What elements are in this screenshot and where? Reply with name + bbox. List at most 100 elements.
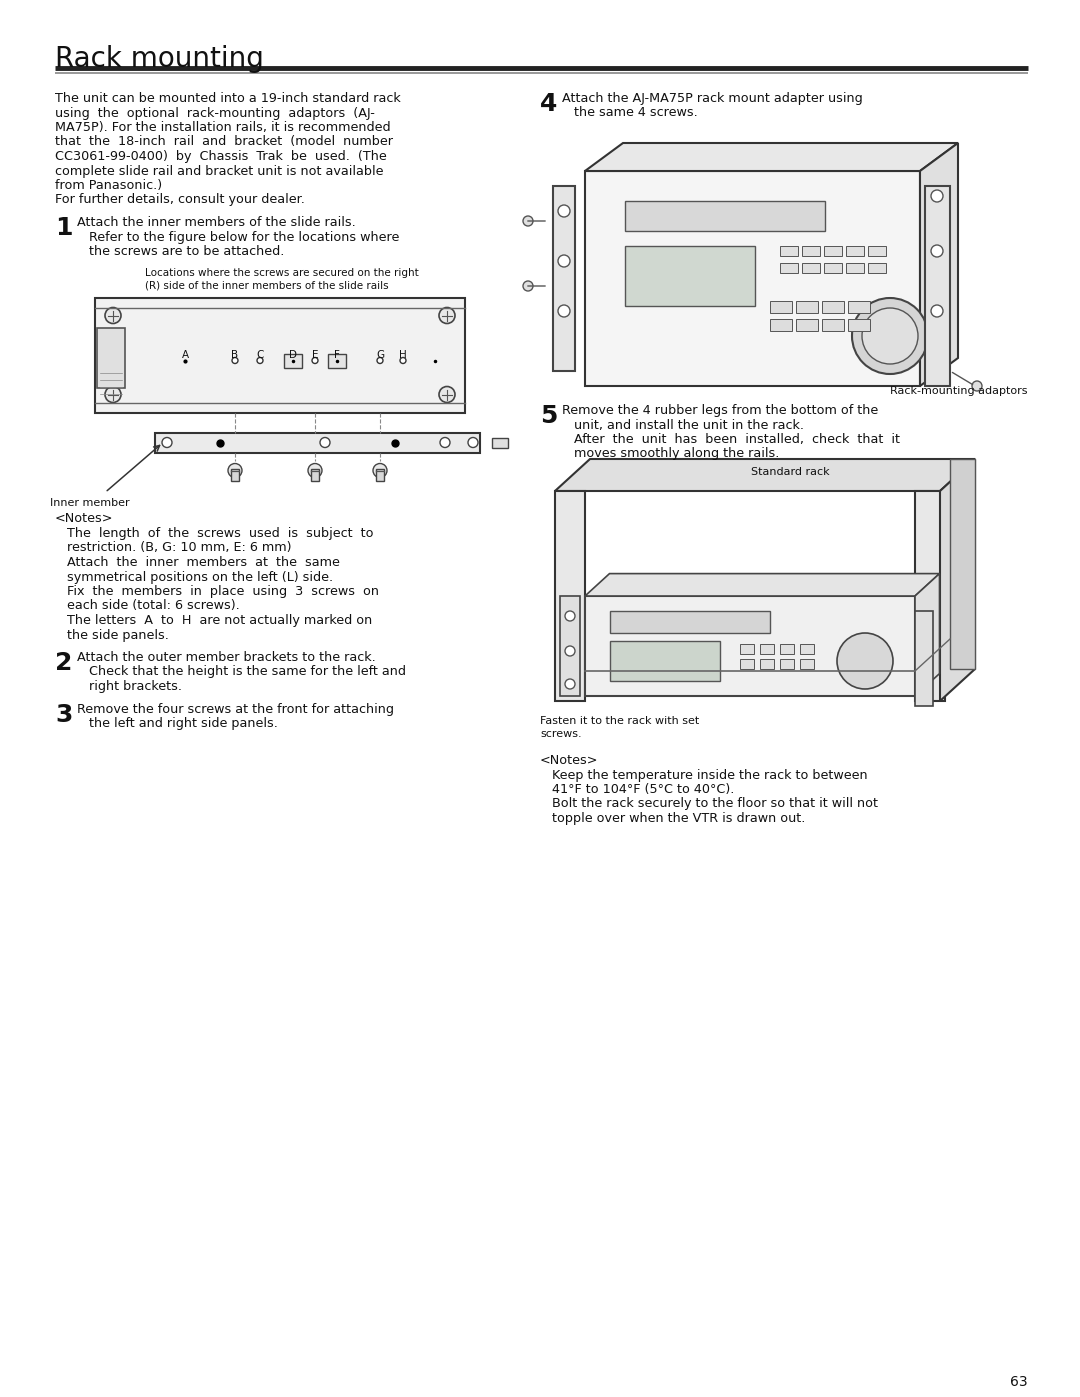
Bar — [610, 641, 720, 680]
Text: C: C — [256, 349, 264, 359]
Text: that  the  18-inch  rail  and  bracket  (model  number: that the 18-inch rail and bracket (model… — [55, 136, 393, 148]
Text: 2: 2 — [55, 651, 72, 675]
Text: the left and right side panels.: the left and right side panels. — [77, 717, 278, 731]
Circle shape — [565, 679, 575, 689]
Bar — [231, 468, 239, 481]
Text: unit, and install the unit in the rack.: unit, and install the unit in the rack. — [562, 419, 804, 432]
Text: The unit can be mounted into a 19-inch standard rack: The unit can be mounted into a 19-inch s… — [55, 92, 401, 105]
Circle shape — [162, 437, 172, 447]
Text: Attach  the  inner  members  at  the  same: Attach the inner members at the same — [55, 556, 340, 569]
Bar — [328, 353, 346, 367]
Bar — [802, 246, 820, 256]
Bar — [585, 597, 915, 696]
Bar — [824, 263, 842, 272]
Circle shape — [558, 305, 570, 317]
Text: Fix  the  members  in  place  using  3  screws  on: Fix the members in place using 3 screws … — [55, 585, 379, 598]
Text: complete slide rail and bracket unit is not available: complete slide rail and bracket unit is … — [55, 165, 383, 177]
Bar — [492, 437, 508, 447]
Polygon shape — [920, 142, 958, 386]
Circle shape — [438, 387, 455, 402]
Text: Remove the four screws at the front for attaching: Remove the four screws at the front for … — [77, 703, 394, 715]
Text: <Notes>: <Notes> — [55, 513, 113, 525]
Bar — [95, 298, 465, 412]
Text: Bolt the rack securely to the floor so that it will not: Bolt the rack securely to the floor so t… — [540, 798, 878, 810]
Text: G: G — [376, 349, 384, 359]
Text: 3: 3 — [55, 703, 72, 726]
Text: 63: 63 — [1011, 1375, 1028, 1389]
Circle shape — [931, 244, 943, 257]
Text: screws.: screws. — [540, 729, 582, 739]
Bar — [625, 246, 755, 306]
Text: Rack mounting: Rack mounting — [55, 45, 264, 73]
Bar — [311, 468, 319, 481]
Bar — [561, 597, 580, 696]
Circle shape — [523, 281, 534, 291]
Polygon shape — [940, 460, 975, 701]
Circle shape — [852, 298, 928, 374]
Bar — [848, 319, 870, 331]
Circle shape — [320, 437, 330, 447]
Text: The letters  A  to  H  are not actually marked on: The letters A to H are not actually mark… — [55, 615, 373, 627]
Text: 41°F to 104°F (5°C to 40°C).: 41°F to 104°F (5°C to 40°C). — [540, 782, 734, 796]
Circle shape — [105, 387, 121, 402]
Circle shape — [931, 305, 943, 317]
Bar — [740, 644, 754, 654]
Bar — [585, 170, 920, 386]
Bar — [915, 490, 945, 701]
Bar — [822, 319, 843, 331]
Circle shape — [232, 358, 238, 363]
Text: Rack-mounting adaptors: Rack-mounting adaptors — [891, 386, 1028, 395]
Circle shape — [228, 464, 242, 478]
Text: B: B — [231, 349, 239, 359]
Bar — [770, 300, 792, 313]
Text: using  the  optional  rack-mounting  adaptors  (AJ-: using the optional rack-mounting adaptor… — [55, 106, 375, 120]
Bar — [796, 319, 818, 331]
Text: Locations where the screws are secured on the right: Locations where the screws are secured o… — [145, 267, 419, 278]
Circle shape — [837, 633, 893, 689]
Bar — [800, 659, 814, 669]
Circle shape — [312, 358, 318, 363]
Polygon shape — [585, 142, 958, 170]
Bar — [555, 490, 585, 701]
Bar — [284, 353, 302, 367]
Bar — [924, 186, 950, 386]
Text: from Panasonic.): from Panasonic.) — [55, 179, 162, 191]
Text: CC3061-99-0400)  by  Chassis  Trak  be  used.  (The: CC3061-99-0400) by Chassis Trak be used.… — [55, 149, 387, 163]
Text: Fasten it to the rack with set: Fasten it to the rack with set — [540, 717, 699, 726]
Bar — [846, 263, 864, 272]
Text: A: A — [181, 349, 189, 359]
Text: MA75P). For the installation rails, it is recommended: MA75P). For the installation rails, it i… — [55, 122, 391, 134]
Text: the screws are to be attached.: the screws are to be attached. — [77, 244, 284, 258]
Bar — [770, 319, 792, 331]
Text: Attach the AJ-MA75P rack mount adapter using: Attach the AJ-MA75P rack mount adapter u… — [562, 92, 863, 105]
Polygon shape — [555, 460, 975, 490]
Text: Check that the height is the same for the left and: Check that the height is the same for th… — [77, 665, 406, 679]
Bar — [780, 659, 794, 669]
Bar — [156, 433, 480, 453]
Circle shape — [308, 464, 322, 478]
Bar — [760, 659, 774, 669]
Circle shape — [565, 645, 575, 657]
Circle shape — [523, 217, 534, 226]
Text: topple over when the VTR is drawn out.: topple over when the VTR is drawn out. — [540, 812, 806, 826]
Circle shape — [257, 358, 264, 363]
Polygon shape — [915, 574, 940, 696]
Bar — [868, 246, 886, 256]
Bar — [848, 300, 870, 313]
Bar — [760, 644, 774, 654]
Circle shape — [558, 256, 570, 267]
Text: After  the  unit  has  been  installed,  check  that  it: After the unit has been installed, check… — [562, 433, 900, 446]
Circle shape — [105, 307, 121, 324]
Text: restriction. (B, G: 10 mm, E: 6 mm): restriction. (B, G: 10 mm, E: 6 mm) — [55, 542, 292, 555]
Bar — [915, 610, 933, 705]
Bar — [824, 246, 842, 256]
Text: symmetrical positions on the left (L) side.: symmetrical positions on the left (L) si… — [55, 570, 333, 584]
Text: each side (total: 6 screws).: each side (total: 6 screws). — [55, 599, 240, 612]
Text: (R) side of the inner members of the slide rails: (R) side of the inner members of the sli… — [145, 281, 389, 291]
Circle shape — [565, 610, 575, 622]
Text: 4: 4 — [540, 92, 557, 116]
Circle shape — [468, 437, 478, 447]
Text: For further details, consult your dealer.: For further details, consult your dealer… — [55, 194, 305, 207]
Circle shape — [972, 381, 982, 391]
Bar — [610, 610, 770, 633]
